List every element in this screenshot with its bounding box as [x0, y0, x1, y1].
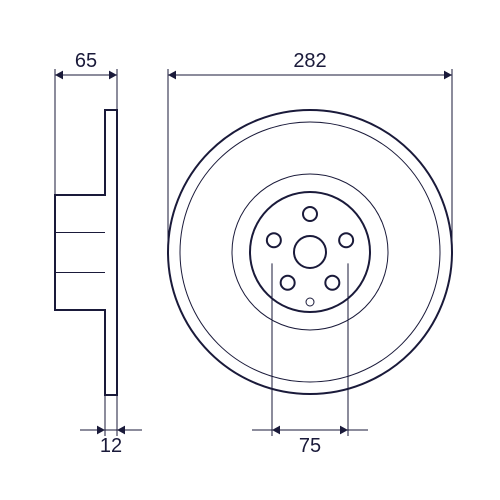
- dim-thickness: 12: [100, 435, 122, 457]
- dim-bolt-circle: 75: [299, 435, 321, 457]
- dim-hub-depth: 65: [75, 50, 97, 72]
- dim-outer-diameter: 282: [293, 50, 326, 72]
